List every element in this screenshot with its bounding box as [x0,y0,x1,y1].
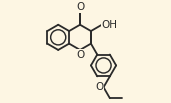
Text: O: O [76,2,84,12]
Text: O: O [95,82,103,92]
Text: O: O [76,50,84,60]
Text: OH: OH [102,20,118,30]
